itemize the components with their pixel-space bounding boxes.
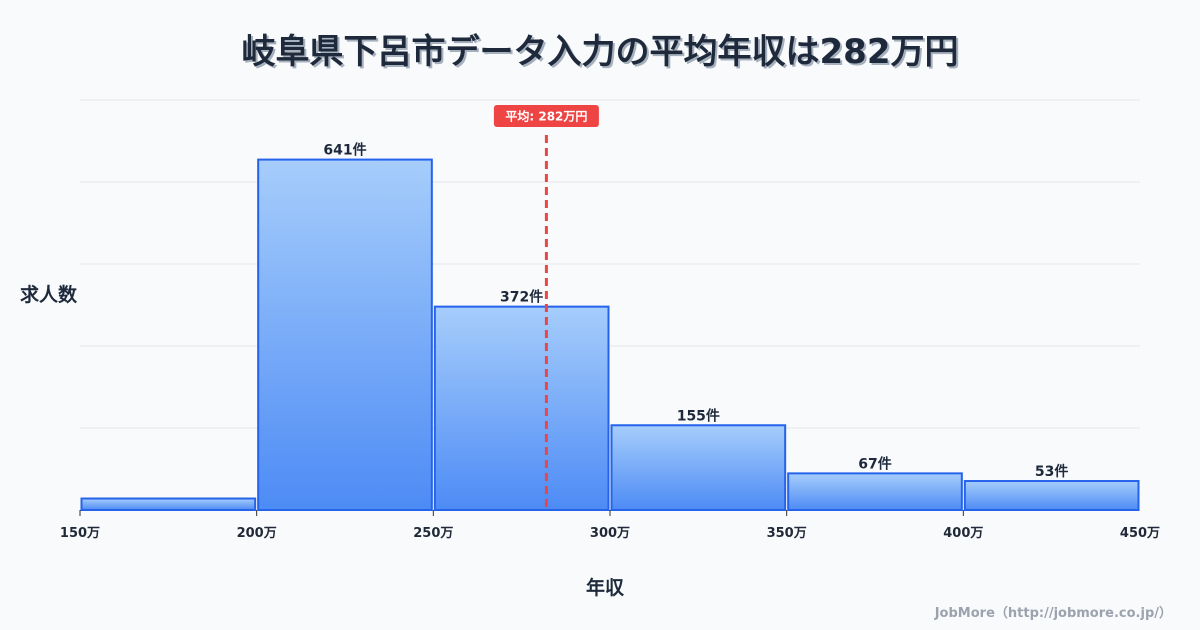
histogram-bar [787,472,963,511]
histogram-bar [80,497,257,511]
x-tick-label: 350万 [767,526,807,541]
chart-title: 岐阜県下呂市データ入力の平均年収は282万円 [241,32,959,72]
mean-badge-label: 平均: 282万円 [505,109,587,124]
x-axis-label: 年収 [585,577,624,599]
source-credit: JobMore（http://jobmore.co.jp/） [934,606,1172,621]
mean-badge [493,105,599,127]
x-tick-label: 150万 [60,526,100,541]
x-tick-label: 250万 [413,526,453,541]
x-tick-label: 200万 [237,526,277,541]
histogram-bar [963,480,1140,512]
x-axis: 150万 200万 250万 300万 350万 400万 450万 [60,510,1160,541]
x-tick-label: 300万 [590,526,630,541]
bar-value-label: 372件 [500,289,543,306]
bars [80,158,1140,512]
bar-labels: 641件 372件 155件 67件 53件 [323,142,1068,480]
histogram-bar [433,305,610,512]
bar-value-label: 67件 [858,455,891,472]
histogram-bar [257,158,433,511]
gridlines [80,99,1140,511]
mean-marker: 平均: 282万円 [493,105,599,510]
bar-value-label: 155件 [677,407,720,424]
x-tick-label: 450万 [1120,526,1160,541]
bar-value-label: 641件 [323,142,366,159]
bar-value-label: 53件 [1035,463,1068,480]
x-tick-label: 400万 [943,526,983,541]
histogram-bar [610,424,787,511]
y-axis-label: 求人数 [20,284,78,306]
